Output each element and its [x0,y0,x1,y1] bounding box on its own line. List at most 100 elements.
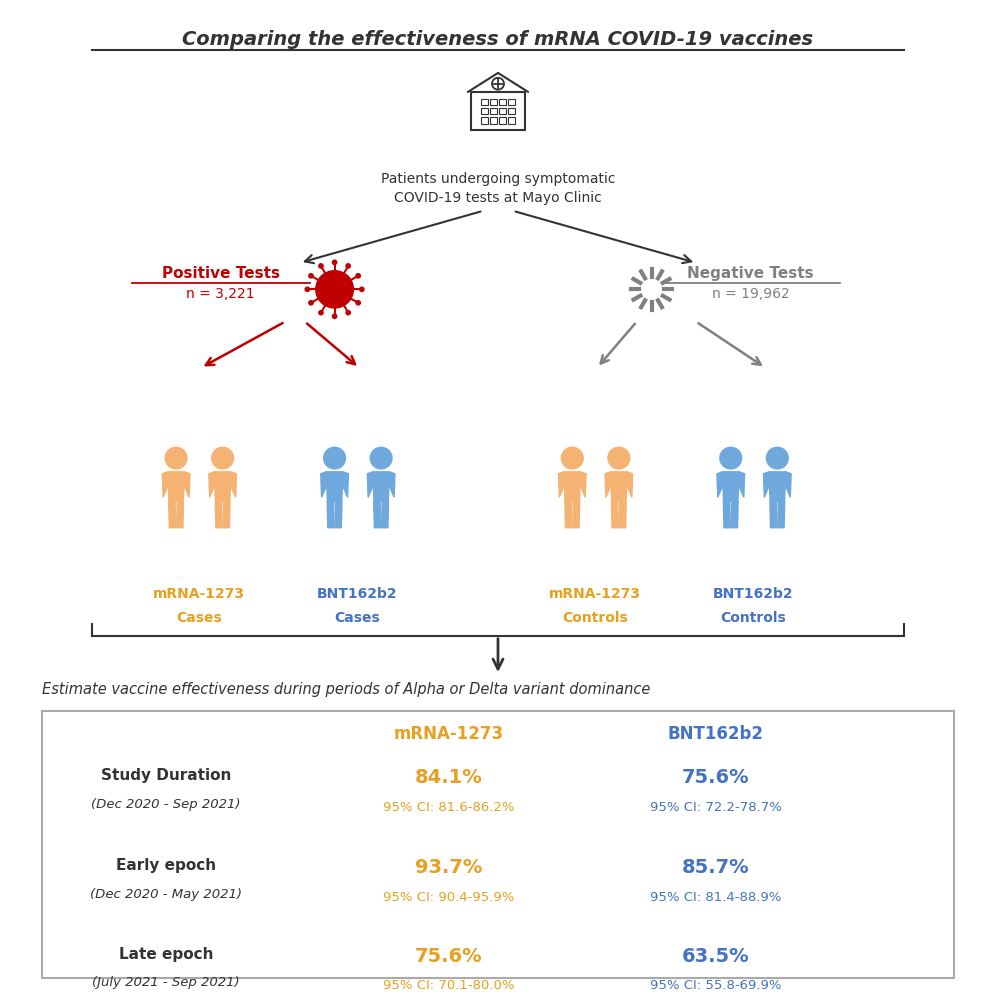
Text: 85.7%: 85.7% [682,859,750,877]
Text: Patients undergoing symptomatic
COVID-19 tests at Mayo Clinic: Patients undergoing symptomatic COVID-19… [380,171,616,205]
Polygon shape [381,501,388,528]
Circle shape [305,287,310,292]
Polygon shape [605,472,611,497]
Circle shape [720,447,742,469]
Text: 95% CI: 72.2-78.7%: 95% CI: 72.2-78.7% [650,801,782,814]
Circle shape [309,301,313,305]
Circle shape [165,447,187,469]
Polygon shape [580,472,586,497]
Bar [508,118,515,124]
Text: 95% CI: 81.6-86.2%: 95% CI: 81.6-86.2% [382,801,514,814]
Circle shape [371,447,392,469]
Circle shape [360,287,364,292]
Circle shape [346,264,351,268]
Text: 75.6%: 75.6% [682,768,750,787]
Text: 95% CI: 55.8-69.9%: 95% CI: 55.8-69.9% [650,979,782,992]
Circle shape [324,447,346,469]
Circle shape [309,274,313,278]
Text: Cases: Cases [176,612,222,625]
Bar [471,92,525,129]
Text: Late epoch: Late epoch [119,947,213,962]
Text: n = 19,962: n = 19,962 [712,288,790,302]
Circle shape [638,277,664,302]
Circle shape [766,447,788,469]
Text: 95% CI: 90.4-95.9%: 95% CI: 90.4-95.9% [382,890,514,903]
Polygon shape [770,501,777,528]
Circle shape [212,447,233,469]
Polygon shape [611,472,627,501]
Polygon shape [722,472,739,501]
Circle shape [319,264,323,268]
Text: n = 3,221: n = 3,221 [186,288,255,302]
Bar [481,108,488,115]
Polygon shape [368,472,374,497]
Polygon shape [223,501,230,528]
Circle shape [562,447,584,469]
Polygon shape [559,472,565,497]
Bar [490,99,497,105]
Polygon shape [343,472,349,497]
Polygon shape [162,472,168,497]
Text: (Dec 2020 - Sep 2021): (Dec 2020 - Sep 2021) [92,798,241,811]
Polygon shape [778,501,785,528]
Circle shape [316,271,354,308]
Text: mRNA-1273: mRNA-1273 [549,587,641,601]
Polygon shape [785,472,791,497]
Text: Cases: Cases [335,612,380,625]
Text: mRNA-1273: mRNA-1273 [393,725,504,743]
Circle shape [346,311,351,315]
Text: Early epoch: Early epoch [117,859,216,873]
Circle shape [333,314,337,319]
Polygon shape [389,472,395,497]
Polygon shape [620,501,626,528]
Text: BNT162b2: BNT162b2 [713,587,794,601]
Bar [490,118,497,124]
Polygon shape [769,472,786,501]
Text: BNT162b2: BNT162b2 [668,725,764,743]
Bar [499,108,506,115]
Polygon shape [564,472,581,501]
Polygon shape [214,472,231,501]
Polygon shape [176,501,183,528]
Polygon shape [626,472,632,497]
Text: 63.5%: 63.5% [682,947,750,966]
Bar [499,99,506,105]
Polygon shape [335,501,342,528]
Bar [43,711,953,978]
Text: mRNA-1273: mRNA-1273 [152,587,245,601]
Polygon shape [374,501,380,528]
Polygon shape [215,501,222,528]
Bar [481,99,488,105]
Text: (Dec 2020 - May 2021): (Dec 2020 - May 2021) [91,887,242,901]
Polygon shape [184,472,190,497]
Polygon shape [326,472,343,501]
Text: 95% CI: 81.4-88.9%: 95% CI: 81.4-88.9% [650,890,782,903]
Circle shape [356,301,361,305]
Polygon shape [209,472,215,497]
Text: Positive Tests: Positive Tests [161,266,280,281]
Polygon shape [612,501,619,528]
Bar [508,108,515,115]
Text: Negative Tests: Negative Tests [687,266,814,281]
Text: 84.1%: 84.1% [414,768,482,787]
Polygon shape [321,472,327,497]
Text: Controls: Controls [562,612,627,625]
Polygon shape [739,472,745,497]
Text: 93.7%: 93.7% [414,859,482,877]
Circle shape [333,260,337,265]
Circle shape [319,311,323,315]
Polygon shape [731,501,738,528]
Polygon shape [373,472,389,501]
Circle shape [608,447,629,469]
Text: Controls: Controls [721,612,787,625]
Text: Comparing the effectiveness of mRNA COVID-19 vaccines: Comparing the effectiveness of mRNA COVI… [182,30,814,49]
Polygon shape [230,472,236,497]
Polygon shape [573,501,580,528]
Text: 95% CI: 70.1-80.0%: 95% CI: 70.1-80.0% [382,979,514,992]
Bar [481,118,488,124]
Circle shape [356,274,361,278]
Bar [490,108,497,115]
Text: BNT162b2: BNT162b2 [317,587,397,601]
Polygon shape [168,501,175,528]
Polygon shape [327,501,334,528]
